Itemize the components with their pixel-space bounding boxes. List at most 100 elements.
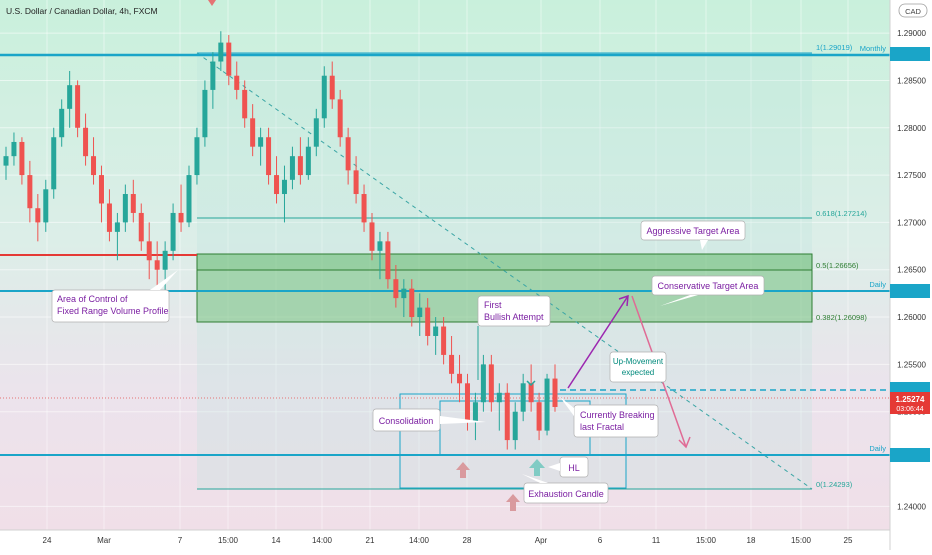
down-movement-arrow-head (678, 436, 691, 449)
consolidation-outer-box (399, 393, 627, 489)
time-axis-ticks: 24 Mar 7 15:00 14 14:00 21 14:00 28 Apr 6 11 15:00 18… (43, 536, 853, 545)
candle (170, 203, 176, 261)
price-tick-label: 1.26000 (897, 313, 926, 322)
candle (297, 137, 303, 185)
candle (27, 160, 33, 223)
candle (289, 146, 295, 190)
candle (417, 293, 423, 336)
candle (536, 392, 542, 441)
candle (3, 146, 9, 180)
callout-exhaustion[interactable]: Exhaustion Candle (522, 474, 609, 504)
candle (345, 127, 351, 185)
higher-low-marker (529, 459, 545, 476)
time-tick-label: 14:00 (312, 536, 333, 545)
time-tick-label: 7 (178, 536, 183, 545)
fib-label-0.5: 0.5(1.26656) (816, 261, 859, 270)
callout-area-control[interactable]: Area of Control of Fixed Range Volume Pr… (51, 270, 178, 323)
candle (512, 402, 518, 450)
callout-first-bullish[interactable]: First Bullish Attempt (477, 295, 551, 380)
candle (178, 184, 184, 232)
callout-aggressive[interactable]: Aggressive Target Area (640, 220, 746, 250)
candle (528, 364, 534, 412)
daily-upper-level-label: Daily (869, 280, 886, 289)
price-tick-label: 1.29000 (897, 29, 926, 38)
up-movement-arrow (567, 295, 629, 389)
candle (43, 179, 49, 232)
price-tick-label: 1.24000 (897, 502, 926, 511)
candle (337, 89, 343, 147)
callout-first-bullish-line2: Bullish Attempt (484, 312, 544, 322)
candle (329, 61, 335, 109)
callout-breaking-line1: Currently Breaking (580, 410, 655, 420)
price-tick-label: 1.28500 (897, 76, 926, 85)
candle (35, 194, 41, 242)
fib-label-0.382: 0.382(1.26098) (816, 313, 867, 322)
fractal-marker (526, 380, 536, 387)
candle (162, 241, 168, 299)
callout-up-movement[interactable]: Up-Movement expected (609, 351, 667, 383)
daily-upper-price-marker (890, 284, 930, 298)
countdown-timer: 03:06:44 (896, 406, 923, 413)
fib-trend-line (196, 52, 813, 490)
callout-first-bullish-line1: First (484, 300, 502, 310)
candle (361, 184, 367, 232)
candle (234, 61, 240, 100)
time-tick-label: 14:00 (409, 536, 430, 545)
candle (202, 80, 208, 147)
callout-up-movement-line2: expected (622, 368, 654, 377)
candle (130, 179, 136, 223)
callout-breaking-line2: last Fractal (580, 422, 624, 432)
time-tick-label: 24 (43, 536, 52, 545)
daily-lower-price-marker (890, 448, 930, 462)
callout-conservative-text: Conservative Target Area (658, 281, 759, 291)
candle (305, 137, 311, 180)
callout-hl[interactable]: HL (548, 456, 589, 478)
candle (488, 354, 494, 412)
callout-up-movement-line1: Up-Movement (613, 357, 664, 366)
symbol-title: U.S. Dollar / Canadian Dollar, 4h, FXCM (6, 6, 158, 16)
candle (393, 265, 399, 308)
candle (122, 184, 128, 232)
up-movement-arrow-head (618, 294, 629, 307)
candle (226, 35, 232, 86)
candle (369, 212, 375, 261)
price-tick-label: 1.28000 (897, 124, 926, 133)
candles (3, 31, 558, 450)
candle (218, 31, 224, 71)
candle (353, 156, 359, 204)
exhaustion-candle-marker (506, 494, 520, 511)
candle (106, 189, 112, 242)
candle (194, 127, 200, 185)
candle (433, 317, 439, 355)
callout-consolidation[interactable]: Consolidation (372, 408, 486, 432)
callout-conservative[interactable]: Conservative Target Area (651, 275, 765, 306)
candle (504, 383, 510, 450)
candle (266, 127, 272, 185)
candle (321, 66, 327, 128)
time-tick-label: 14 (272, 536, 281, 545)
time-tick-label: 18 (747, 536, 756, 545)
time-tick-label: 15:00 (696, 536, 717, 545)
monthly-level-label: Monthly (860, 44, 887, 53)
grid (0, 0, 890, 530)
candle (210, 52, 216, 109)
time-axis-background (0, 530, 890, 550)
time-tick-label: 15:00 (218, 536, 239, 545)
candle (401, 279, 407, 318)
current-price-badge (890, 392, 930, 414)
time-tick-label: 28 (463, 536, 472, 545)
candle (250, 104, 256, 157)
candle (385, 231, 391, 289)
plot-background (0, 0, 890, 530)
callout-breaking[interactable]: Currently Breaking last Fractal (560, 397, 659, 438)
candle (59, 99, 65, 147)
candle (11, 132, 17, 166)
candle (67, 70, 73, 128)
candle (425, 298, 431, 346)
candle (480, 354, 486, 412)
monthly-price-marker (890, 47, 930, 61)
currency-badge[interactable] (898, 3, 928, 18)
fib-retracement-area (197, 55, 812, 489)
candle (146, 222, 152, 280)
